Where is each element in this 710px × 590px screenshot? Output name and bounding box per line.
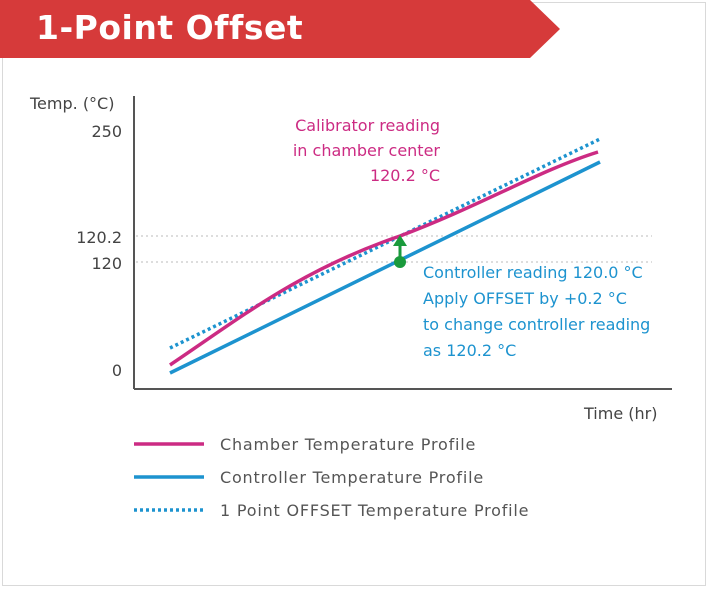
title-banner: 1-Point Offset — [0, 0, 560, 58]
legend-label-chamber: Chamber Temperature Profile — [220, 435, 476, 454]
y-tick-label: 0 — [112, 361, 122, 380]
series-line-offset — [169, 137, 601, 350]
offset-point-marker — [394, 256, 406, 268]
annotation-controller-line3: to change controller reading — [423, 315, 650, 334]
y-axis-label: Temp. (°C) — [29, 94, 114, 113]
y-tick-label: 120.2 — [76, 228, 122, 247]
offset-arrow-head — [393, 235, 407, 246]
annotation-calibrator-line1: Calibrator reading — [295, 116, 440, 135]
y-tick-label: 120 — [91, 254, 122, 273]
legend-label-controller: Controller Temperature Profile — [220, 468, 484, 487]
annotation-calibrator-line3: 120.2 °C — [370, 166, 440, 185]
annotation-calibrator-line2: in chamber center — [293, 141, 441, 160]
y-tick-label: 250 — [91, 122, 122, 141]
annotation-controller-line1: Controller reading 120.0 °C — [423, 263, 643, 282]
x-axis-label: Time (hr) — [583, 404, 657, 423]
page-title: 1-Point Offset — [36, 8, 304, 47]
annotation-controller-line4: as 120.2 °C — [423, 341, 516, 360]
legend-label-offset: 1 Point OFFSET Temperature Profile — [220, 501, 529, 520]
annotation-controller-line2: Apply OFFSET by +0.2 °C — [423, 289, 627, 308]
series-line-controller — [169, 160, 601, 375]
